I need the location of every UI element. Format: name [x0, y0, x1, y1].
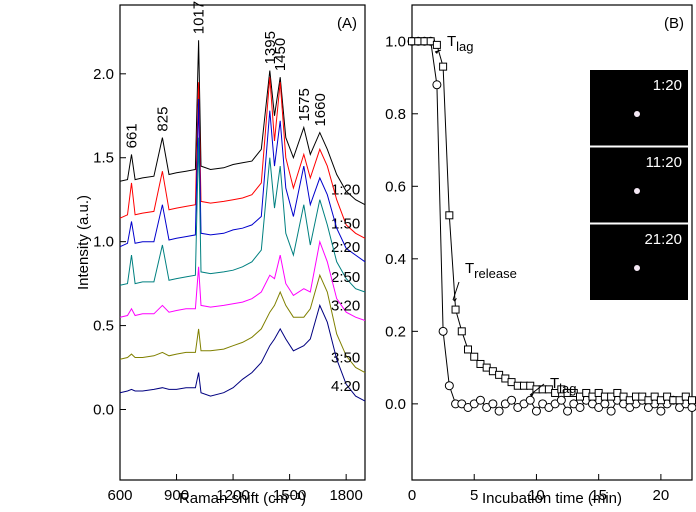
annotation-t: T: [447, 33, 456, 50]
peak-label: 1450: [272, 38, 289, 71]
annotation: Tlag: [550, 375, 577, 396]
annotation-arrow: [452, 281, 460, 301]
circle-marker: [507, 395, 517, 405]
y-tick-label: 0.6: [385, 178, 406, 195]
x-axis-label: Incubation time (min): [482, 490, 622, 507]
circle-marker: [494, 406, 504, 416]
spectrum-line: [119, 137, 366, 293]
x-tick-label: 10: [528, 487, 545, 504]
circle-marker: [656, 406, 666, 416]
spectrum-line: [119, 273, 366, 374]
peak-label: 661: [123, 123, 140, 148]
annotation-sub: lag: [559, 381, 576, 396]
peak-label: 1575: [296, 88, 313, 121]
circle-marker: [488, 399, 498, 409]
series-label: 4:20: [331, 378, 360, 395]
spectrum-line: [119, 98, 366, 263]
circle-marker: [556, 395, 566, 405]
y-tick-label: 0.0: [93, 402, 114, 419]
circle-marker: [432, 80, 442, 90]
x-axis-label: Raman shift (cm⁻¹): [179, 490, 306, 507]
y-tick-label: 1.0: [93, 234, 114, 251]
arrow-head: [453, 298, 457, 302]
circle-marker: [475, 395, 485, 405]
annotation-t: T: [465, 260, 474, 277]
y-tick-label: 2.0: [93, 66, 114, 83]
inset-particle: [634, 265, 640, 271]
square-marker: [688, 396, 696, 405]
y-tick-label: 0.5: [93, 318, 114, 335]
circle-marker: [444, 381, 454, 391]
square-marker: [470, 352, 479, 361]
square-marker: [457, 327, 466, 336]
y-tick-label: 0.2: [385, 323, 406, 340]
peak-label: 1395: [262, 31, 279, 64]
annotation-sub: lag: [456, 39, 473, 54]
inset-frame: [590, 147, 688, 223]
series-label: 1:50: [331, 215, 360, 232]
arrow-head: [530, 393, 534, 397]
x-tick-label: 5: [470, 487, 478, 504]
peak-label: 1660: [312, 93, 329, 126]
annotation: Tlag: [447, 33, 474, 54]
spectrum-line: [119, 303, 366, 402]
spectrum-line: [119, 40, 366, 206]
circle-marker: [438, 326, 448, 336]
x-tick-label: 20: [653, 487, 670, 504]
x-tick-label: 1200: [216, 487, 249, 504]
y-tick-label: 0.0: [385, 396, 406, 413]
series-label: 1:20: [331, 182, 360, 199]
spectrum-line: [119, 239, 366, 321]
x-tick-label: 900: [164, 487, 189, 504]
inset-particle: [634, 111, 640, 117]
inset-label: 21:20: [644, 231, 682, 248]
circle-marker: [531, 406, 541, 416]
series-label: 2:50: [331, 269, 360, 286]
circle-marker: [606, 406, 616, 416]
inset-particle: [634, 188, 640, 194]
annotation: Trelease: [465, 260, 517, 281]
circle-marker: [525, 395, 535, 405]
inset-label: 1:20: [653, 77, 682, 94]
y-tick-label: 0.8: [385, 106, 406, 123]
y-axis-label: Intensity (a.u.): [75, 195, 92, 290]
inset-frame: [590, 70, 688, 146]
annotation-arrow: [529, 383, 545, 396]
square-marker: [439, 62, 448, 71]
inset-label: 11:20: [646, 154, 682, 171]
y-tick-label: 0.4: [385, 251, 406, 268]
x-tick-label: 1500: [273, 487, 306, 504]
panel-label: (B): [664, 15, 684, 32]
square-marker: [432, 40, 441, 49]
inset-frame: [590, 224, 688, 300]
square-marker: [451, 305, 460, 314]
spectrum-line: [119, 77, 366, 239]
panel-label: (A): [337, 15, 357, 32]
x-tick-label: 600: [107, 487, 132, 504]
y-tick-label: 1.5: [93, 150, 114, 167]
y-tick-label: 1.0: [385, 33, 406, 50]
series-label: 2:20: [331, 239, 360, 256]
peak-label: 825: [154, 107, 171, 132]
peak-label: 1017: [191, 1, 208, 34]
series-label: 3:20: [331, 298, 360, 315]
x-tick-label: 15: [590, 487, 607, 504]
arrow-head: [435, 50, 439, 54]
circle-marker: [563, 406, 573, 416]
annotation-sub: release: [474, 266, 517, 281]
plot-frame: [119, 4, 366, 481]
plot-frame: [411, 4, 693, 481]
circle-marker: [600, 399, 610, 409]
x-tick-label: 0: [408, 487, 416, 504]
square-marker: [464, 345, 472, 354]
annotation-t: T: [550, 375, 559, 392]
x-tick-label: 1800: [329, 487, 362, 504]
circle-marker: [687, 402, 696, 412]
square-marker: [445, 211, 454, 220]
circle-marker: [575, 402, 585, 412]
